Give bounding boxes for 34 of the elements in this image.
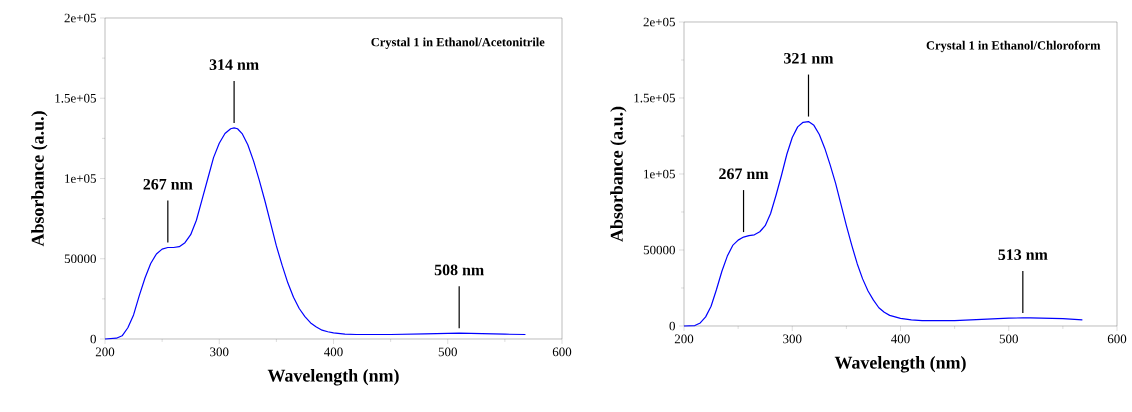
x-tick-label: 500 [999,334,1018,344]
x-tick-label: 400 [891,334,910,344]
x-tick-label: 400 [324,347,343,357]
y-tick-label: 0 [90,334,96,344]
x-tick-label: 600 [1107,334,1127,344]
annotation: 508 nm [434,264,484,276]
annotation: 321 nm [784,52,834,64]
line-series [104,127,527,340]
annotation: 267 nm [719,168,769,180]
x-tick-label: 200 [674,334,694,344]
y-tick-label: 0 [669,321,675,331]
y-tick-label: 1e+05 [65,174,96,183]
x-tick-label: 200 [95,347,115,357]
x-tick-label: 500 [438,347,457,357]
annotation: 267 nm [143,178,193,190]
y-tick-label: 1.5e+05 [634,93,675,103]
y-tick-label: 50000 [643,245,675,255]
x-tick-label: 300 [783,334,802,344]
y-tick-label: 2e+05 [64,13,96,23]
x-axis-title: Wavelength (nm) [834,356,966,373]
y-tick-label: 1e+05 [644,169,675,179]
x-tick-label: 300 [210,347,229,357]
x-axis-title: Wavelength (nm) [267,369,399,386]
y-tick-label: 2e+05 [643,17,675,27]
text: Crystal 1 in Ethanol/Acetonitrile [371,37,545,49]
y-axis-title: Absorbance (a.u.) [31,111,48,247]
line-series [683,120,1083,327]
y-tick-label: 50000 [64,254,96,264]
text: Crystal 1 in Ethanol/Chloroform [926,40,1101,53]
annotation: 513 nm [998,249,1048,261]
x-tick-label: 600 [552,347,572,357]
annotation: 314 nm [209,59,259,71]
y-tick-label: 1.5e+05 [55,93,96,103]
y-axis-title: Absorbance (a.u.) [610,106,627,242]
